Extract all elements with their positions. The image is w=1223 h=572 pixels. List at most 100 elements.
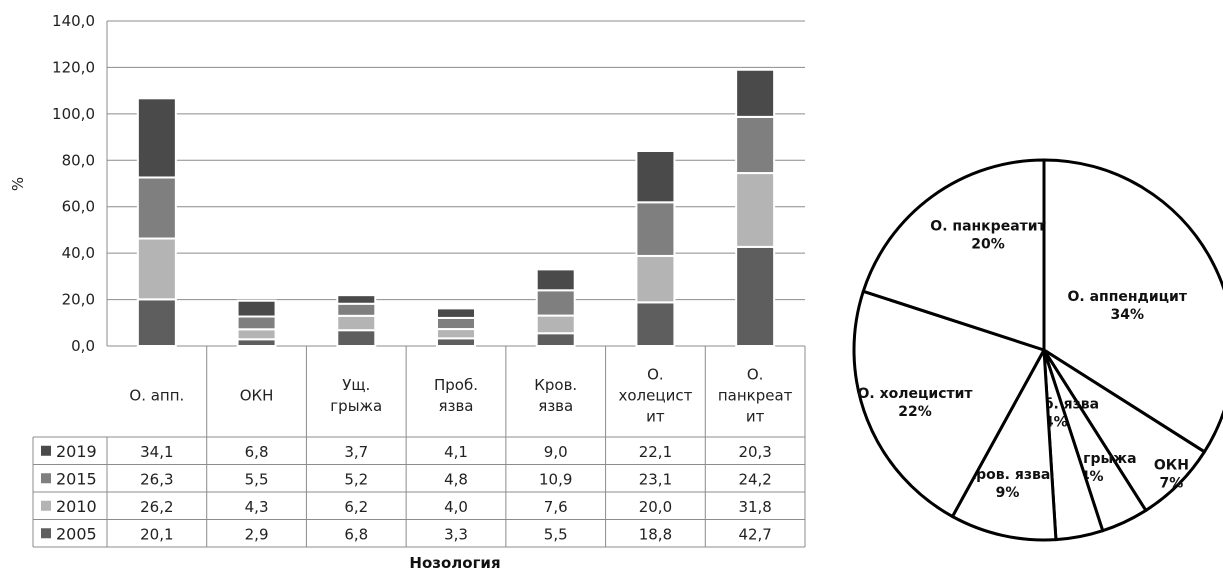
bar-segment-2010-1 (236, 328, 277, 341)
y-tick-label: 0,0 (71, 337, 95, 355)
pie-slice-label: О. панкреатит (930, 219, 1046, 235)
category-label: холецист (619, 387, 693, 405)
bar-segment-2010-5 (635, 254, 676, 304)
bar-segment-2019-2 (336, 294, 377, 305)
bar-segment-2019-3 (436, 307, 476, 319)
legend-key-2005 (41, 528, 51, 539)
bar-segment-2005-6 (735, 245, 776, 347)
pie-slice (861, 158, 1046, 352)
y-tick-label: 80,0 (62, 151, 95, 169)
category-label: О. апп. (129, 387, 184, 405)
bar-segment-2019-6 (735, 68, 776, 118)
y-tick-label: 120,0 (52, 58, 95, 76)
stacked-bar-chart: 0,0 20,0 40,0 60,0 80,0 100,0 120,0 140,0% (9, 12, 805, 355)
bar-segment-2005-5 (635, 301, 676, 348)
category-label: панкреат (718, 387, 793, 405)
bar-segment-2005-2 (336, 329, 377, 348)
data-label: 20,3 (738, 443, 771, 461)
data-label: 23,1 (639, 470, 672, 488)
data-label: 4,1 (444, 443, 468, 461)
bar-segment-2015-2 (336, 302, 377, 317)
category-label: ит (646, 408, 665, 426)
legend-key-2015 (41, 473, 51, 484)
bar-segment-2005-3 (436, 337, 476, 348)
pie-slice (1042, 158, 1223, 454)
data-label: 6,2 (344, 498, 368, 516)
category-label: грыжа (330, 397, 382, 415)
category-label: ОКН (240, 387, 274, 405)
bar-segment-2015-3 (436, 316, 476, 331)
pie-slice-percent: 22% (898, 404, 932, 420)
data-label: 9,0 (544, 443, 568, 461)
category-label: О. (647, 366, 664, 384)
data-label: 3,7 (344, 443, 368, 461)
bar-segment-2015-4 (535, 289, 576, 317)
pie-slice-percent: 9% (996, 485, 1020, 501)
data-label: 18,8 (639, 525, 672, 543)
pie-slice-label: О. холецистит (858, 386, 974, 402)
bar-segment-2010-0 (136, 237, 177, 301)
data-label: 5,5 (245, 470, 269, 488)
legend-key-2010 (41, 500, 51, 511)
category-label: язва (438, 397, 473, 415)
category-label: язва (538, 397, 573, 415)
legend-label: 2019 (56, 442, 97, 461)
bar-segment-2005-4 (535, 332, 576, 348)
data-label: 34,1 (140, 443, 173, 461)
category-label: Проб. (434, 376, 478, 394)
data-label: 10,9 (539, 470, 572, 488)
pie-slice (852, 289, 1046, 518)
data-label: 4,3 (245, 498, 269, 516)
y-tick-label: 100,0 (52, 105, 95, 123)
bar-segment-2019-0 (136, 97, 177, 179)
bar-segment-2010-2 (336, 314, 377, 332)
pie-slice-label: ОКН (1154, 457, 1189, 473)
data-label: 4,0 (444, 498, 468, 516)
data-label: 22,1 (639, 443, 672, 461)
pie-slice-label: О. аппендицит (1068, 289, 1188, 305)
bar-segment-2015-0 (136, 176, 177, 240)
bar-segment-2015-5 (635, 201, 676, 257)
data-label: 3,3 (444, 525, 468, 543)
pie-slice (950, 348, 1058, 542)
bar-segment-2019-5 (635, 150, 676, 204)
bar-segment-2015-1 (236, 315, 277, 331)
bar-segment-2005-0 (136, 298, 177, 348)
legend-key-2019 (41, 445, 51, 456)
bar-segment-2010-3 (436, 328, 476, 340)
data-label: 42,7 (738, 525, 771, 543)
bar-segment-2015-6 (735, 115, 776, 175)
bar-segment-2005-1 (236, 338, 277, 347)
data-label: 20,1 (140, 525, 173, 543)
data-label: 2,9 (245, 525, 269, 543)
data-label: 26,3 (140, 470, 173, 488)
category-label: Кров. (534, 376, 577, 394)
bar-segment-2010-4 (535, 314, 576, 335)
data-label: 7,6 (544, 498, 568, 516)
legend-label: 2010 (56, 497, 97, 516)
y-tick-label: 60,0 (62, 198, 95, 216)
y-axis-label: % (9, 177, 27, 191)
data-label: 6,8 (344, 525, 368, 543)
pie-slice-percent: 7% (1160, 475, 1184, 491)
pie-slice-percent: 34% (1110, 307, 1144, 323)
data-label: 31,8 (738, 498, 771, 516)
bar-segment-2019-1 (236, 299, 277, 318)
category-label: Ущ. (342, 376, 370, 394)
data-label: 5,2 (344, 470, 368, 488)
pie-slice-percent: 20% (971, 237, 1005, 253)
bar-segment-2019-4 (535, 268, 576, 292)
y-tick-label: 20,0 (62, 291, 95, 309)
data-label: 24,2 (738, 470, 771, 488)
category-label: ит (746, 408, 765, 426)
data-label: 20,0 (639, 498, 672, 516)
y-tick-label: 40,0 (62, 244, 95, 262)
data-table: О. апп. ОКН Ущ. грыжа Проб. язва Кров. язва О. хо… (32, 346, 806, 572)
data-label: 5,5 (544, 525, 568, 543)
x-axis-label: Нозология (409, 554, 500, 572)
category-label: О. (747, 366, 764, 384)
pie-slice-label: Кров. язва (965, 467, 1051, 483)
legend-label: 2015 (56, 469, 97, 488)
